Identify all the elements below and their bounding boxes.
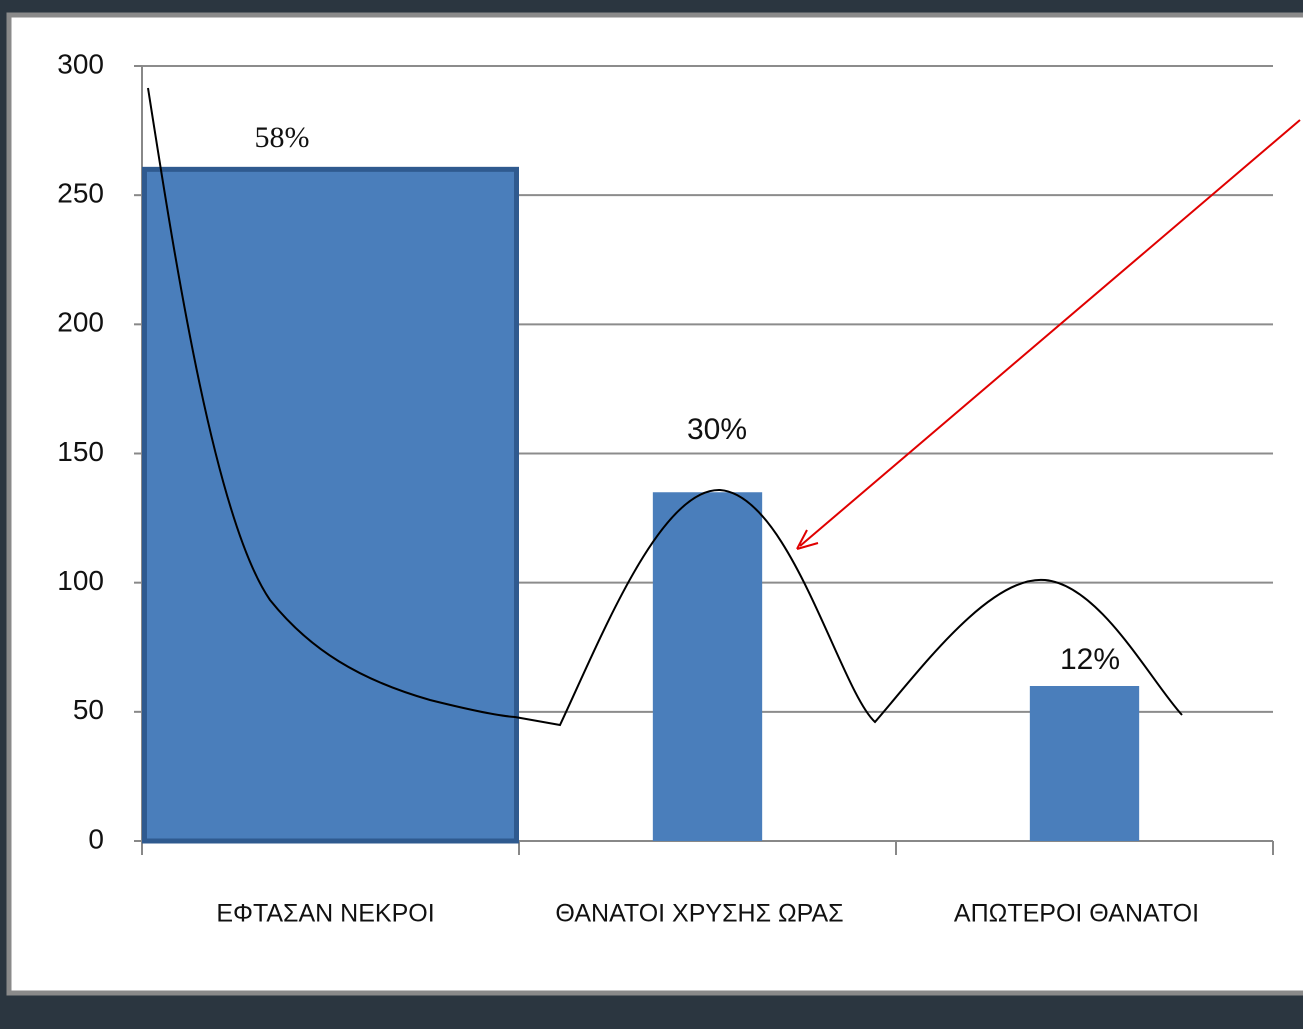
bar	[142, 166, 519, 844]
y-tick-label: 300	[57, 48, 104, 79]
plot-area: 0 50 100 150 200 250 300 ΕΦΤΑΣΑΝ ΝΕΚΡΟΙ 58% ΘΑΝΑΤ…	[57, 48, 1274, 928]
x-tick-label: ΑΠΩΤΕΡΟΙ ΘΑΝΑΤΟΙ	[954, 900, 1199, 928]
bar-annotation: 58%	[255, 121, 310, 154]
x-tick-label: ΘΑΝΑΤΟΙ ΧΡΥΣΗΣ ΩΡΑΣ	[555, 900, 843, 928]
y-tick-label: 100	[57, 565, 104, 596]
y-tick-label: 150	[57, 436, 104, 467]
hand-drawn-curve	[147, 87, 1183, 727]
bar-annotation: 12%	[1060, 643, 1120, 676]
y-tick-label: 250	[57, 178, 104, 209]
bar-annotation: 30%	[687, 413, 747, 446]
bar	[1029, 686, 1140, 841]
red-arrow-head	[796, 529, 819, 550]
y-tick-label: 0	[88, 823, 104, 854]
x-tick-label: ΕΦΤΑΣΑΝ ΝΕΚΡΟΙ	[216, 900, 434, 928]
red-arrow	[799, 119, 1301, 547]
bar	[652, 492, 763, 841]
y-tick-label: 200	[57, 307, 104, 338]
y-tick-label: 50	[73, 694, 104, 725]
